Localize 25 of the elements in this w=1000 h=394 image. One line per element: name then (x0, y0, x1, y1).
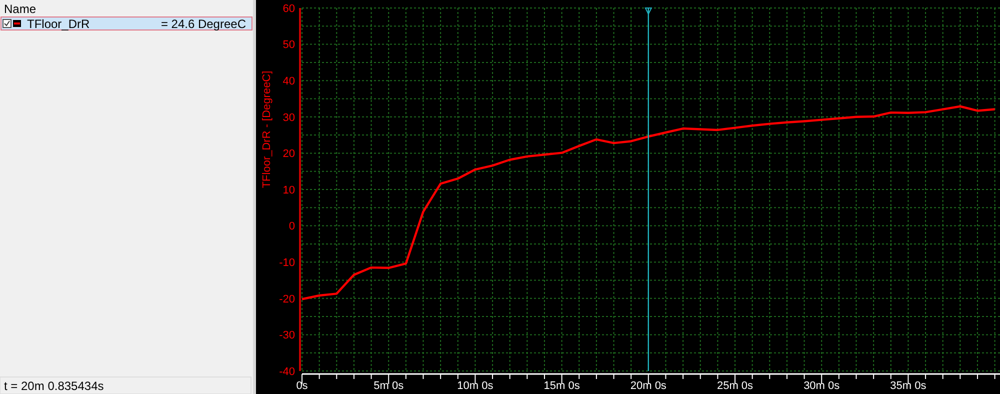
y-tick-label: 60 (282, 2, 295, 15)
x-tick-label: 5m 0s (374, 380, 404, 392)
x-tick-label: 0s (296, 380, 308, 392)
text: = 24.6 DegreeC (160, 17, 246, 31)
y-tick-label: 0 (288, 220, 295, 233)
y-tick-label: -30 (279, 330, 295, 342)
y-tick-label: -10 (279, 256, 295, 269)
legend-label: TFloor_DrR (27, 17, 90, 31)
y-tick-label: 10 (282, 184, 295, 196)
y-tick-label: -40 (279, 366, 295, 378)
text: t = 20m 0.835434s (4, 379, 104, 393)
x-tick-label: 15m 0s (544, 380, 580, 392)
x-tick-label: 35m 0s (890, 380, 927, 392)
y-tick-label: 20 (282, 148, 295, 160)
y-tick-label: 40 (282, 75, 295, 88)
legend-title: Name (4, 2, 36, 16)
x-tick-label: 20m 0s (630, 380, 667, 392)
y-tick-label: 30 (282, 112, 295, 124)
y-tick-label: 50 (282, 39, 295, 52)
x-tick-label: 30m 0s (804, 380, 840, 392)
x-tick-label: 25m 0s (716, 380, 754, 392)
line-series (300, 105, 996, 300)
x-tick-label: 10m 0s (457, 380, 494, 392)
y-axis-title: TFloor_DrR - [DegreeC] (261, 70, 273, 188)
y-tick-label: -20 (279, 293, 295, 306)
